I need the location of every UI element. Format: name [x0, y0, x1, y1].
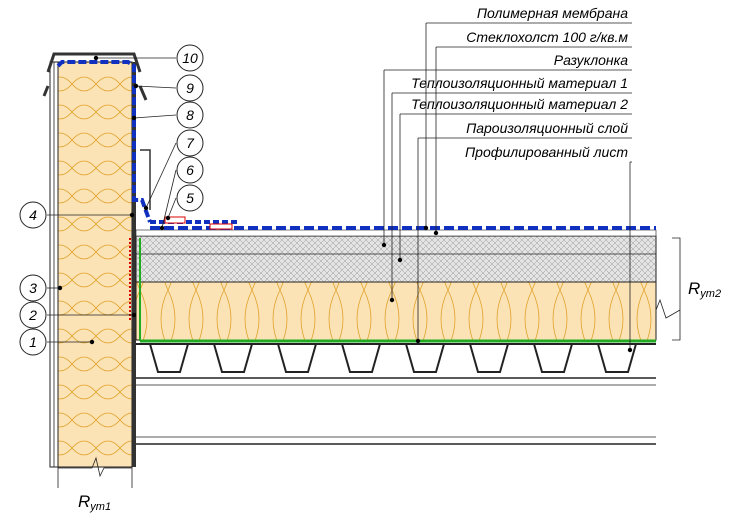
callout-dot [159, 225, 165, 231]
layer-label: Профилированный лист [465, 144, 628, 160]
wall-insulation [57, 61, 133, 468]
layer-label: Разуклонка [554, 52, 628, 68]
layer-label: Теплоизоляционный материал 1 [411, 75, 628, 91]
cap-hooks [42, 85, 148, 101]
leader-dot [381, 242, 387, 248]
callout-number: 10 [182, 50, 198, 66]
dim-label: Rут1 [78, 492, 111, 513]
callout-leader [135, 85, 177, 89]
callout-circle [176, 101, 204, 129]
callout-number: 7 [186, 135, 195, 151]
callout-number: 6 [186, 162, 194, 178]
deck-rib [469, 343, 509, 373]
dim-roof [655, 237, 681, 341]
dim-symbol: R [78, 492, 90, 511]
callout-number: 5 [186, 190, 194, 206]
callout-circle [19, 301, 47, 329]
dim-wall [57, 456, 133, 488]
callout-number: 4 [29, 207, 37, 223]
parapet-cap [46, 52, 142, 73]
callouts: 1 2 3 4 5 6 7 8 9 10 [19, 44, 204, 356]
callout-dot [93, 55, 99, 61]
callout-dot [89, 339, 95, 345]
callout-dot [133, 83, 139, 89]
deck-ribs [149, 343, 637, 373]
deck-rib [405, 343, 445, 373]
wall-inner [132, 62, 136, 467]
callout-circle [176, 184, 204, 212]
deck-rib [533, 343, 573, 373]
callout-number: 1 [29, 334, 37, 350]
callout-number: 9 [186, 80, 194, 96]
callout-dot [131, 115, 137, 121]
seam [209, 223, 233, 230]
dim-subscript: ут2 [699, 288, 721, 300]
insulation-2 [135, 235, 657, 283]
callout-leader [167, 197, 177, 219]
callout-dot [129, 212, 135, 218]
callout-circle [19, 328, 47, 356]
layer-labels: Полимерная мембрана Стеклохолст 100 г/кв.… [381, 5, 633, 353]
callout-dot [131, 312, 137, 318]
callout-circle [176, 129, 204, 157]
callout-circle [176, 156, 204, 184]
callout-dot [57, 285, 63, 291]
leader-dot [433, 230, 439, 236]
leader-dot [423, 225, 429, 231]
callout-circle [176, 74, 204, 102]
callout-leader [161, 169, 177, 229]
glass-fibre [135, 229, 657, 237]
deck-rib [341, 343, 381, 373]
leader-dot [415, 338, 421, 344]
leader-dot [389, 297, 395, 303]
flashing [140, 149, 151, 210]
dim-subscript: ут1 [89, 501, 111, 513]
layer-label: Пароизоляционный слой [466, 120, 628, 136]
deck-rib [277, 343, 317, 373]
callout-dot [165, 215, 171, 221]
leader-dot [397, 257, 403, 263]
callout-number: 2 [28, 307, 37, 323]
seam [164, 216, 186, 224]
layer-label: Полимерная мембрана [477, 5, 628, 21]
dim-symbol: R [688, 279, 700, 298]
leader-dot [627, 347, 633, 353]
layer-label: Теплоизоляционный материал 2 [411, 96, 628, 112]
parapet-membrane [56, 60, 152, 223]
callout-leader [145, 142, 177, 209]
deck-rib [213, 343, 253, 373]
callout-circle [19, 274, 47, 302]
callout-dot [143, 205, 149, 211]
layer-label: Стеклохолст 100 г/кв.м [466, 29, 628, 45]
dim-label: Rут2 [688, 279, 721, 300]
callout-leader [133, 114, 177, 119]
callout-number: 3 [29, 280, 37, 296]
deck-rib [149, 343, 189, 373]
insulation-1 [135, 281, 657, 341]
deck-rib [597, 343, 637, 373]
callout-circle [19, 201, 47, 229]
callout-number: 8 [186, 107, 194, 123]
callout-circle [176, 44, 204, 72]
